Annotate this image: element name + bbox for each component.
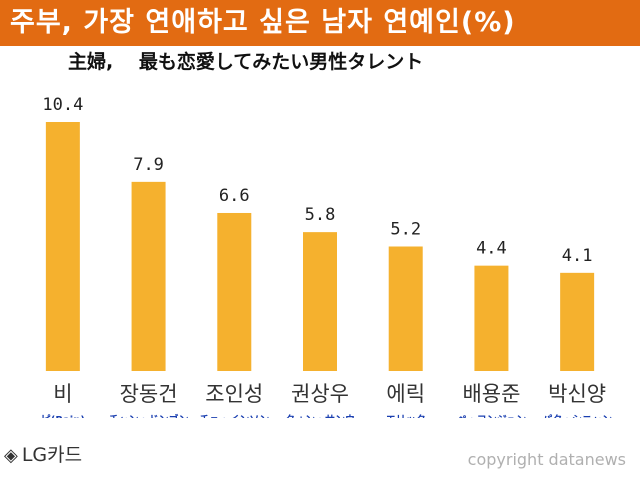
- bar-value-label: 4.1: [562, 246, 593, 266]
- bar-value-label: 7.9: [133, 155, 164, 175]
- bar: [474, 265, 509, 371]
- category-label: 에릭: [386, 382, 425, 406]
- bar-value-label: 4.4: [476, 239, 507, 259]
- category-label: 배용준: [462, 382, 520, 406]
- bar: [217, 212, 252, 371]
- chart-title: 주부, 가장 연애하고 싶은 남자 연예인(%): [10, 7, 516, 38]
- bar-value-label: 10.4: [42, 95, 83, 115]
- category-label-jp: パク・シニャン: [542, 414, 612, 418]
- bar: [560, 272, 595, 371]
- copyright-text: copyright datanews: [467, 450, 626, 469]
- chart-title-bar: 주부, 가장 연애하고 싶은 남자 연예인(%): [0, 0, 640, 46]
- category-label-jp: チョ・インソン: [199, 414, 269, 418]
- category-label-jp: チャン・ドンゴン: [109, 413, 189, 418]
- category-label: 박신양: [548, 382, 606, 406]
- bar-value-label: 5.2: [390, 220, 421, 240]
- diamond-icon: ◈: [4, 445, 18, 466]
- source-logo: ◈ LG카드: [4, 440, 82, 467]
- category-label: 조인성: [205, 382, 263, 406]
- category-label: 권상우: [291, 382, 349, 406]
- bar-chart-svg: 10.4 비 ピ(Rain) 7.9 장동건 チャン・ドンゴン 6.6 조인성 チョ・インソン 5…: [41, 95, 612, 418]
- source-logo-text: LG카드: [21, 444, 83, 466]
- bar: [45, 122, 80, 371]
- bar: [131, 181, 166, 371]
- category-label-jp: クォン・サンウ: [285, 414, 355, 418]
- category-label-jp: エリック: [386, 414, 426, 418]
- bar-chart: 10.4 비 ピ(Rain) 7.9 장동건 チャン・ドンゴン 6.6 조인성 チョ・インソン 5…: [0, 78, 640, 418]
- bar-value-label: 6.6: [219, 186, 250, 206]
- bar: [303, 232, 337, 371]
- bar-value-label: 5.8: [305, 205, 336, 225]
- bar: [388, 246, 423, 371]
- category-label-jp: ピ(Rain): [41, 414, 85, 418]
- category-label: 비: [53, 382, 72, 406]
- chart-subtitle: 主婦, 最も恋愛してみたい男性タレント: [68, 51, 424, 73]
- category-label: 장동건: [120, 382, 178, 406]
- category-label-jp: ペ・ヨンジュン: [457, 414, 526, 418]
